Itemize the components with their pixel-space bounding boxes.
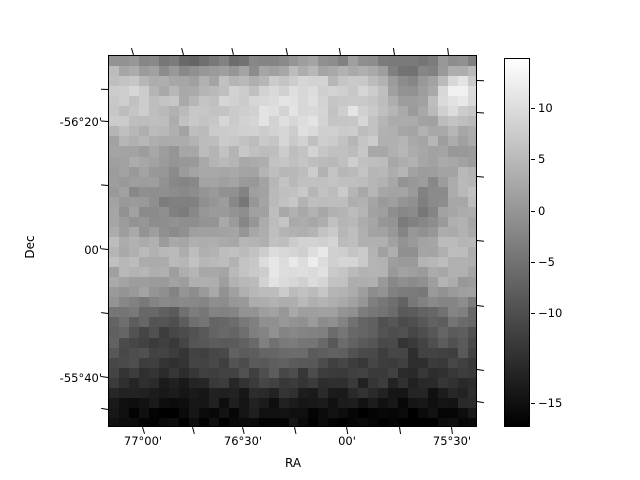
axis-tick [130,47,135,55]
x-axis-label: RA [284,456,302,470]
colorbar-tick [531,262,535,264]
axis-tick [476,240,484,242]
sky-image-axes[interactable] [108,55,477,427]
x-tick-label-1: 76°30' [223,434,263,448]
axis-tick [101,407,109,410]
colorbar-tick-label-5: −15 [538,396,563,410]
axis-tick [231,47,235,55]
axis-tick [476,80,484,82]
colorbar-tick [531,108,535,110]
axis-tick [141,427,146,435]
colorbar[interactable] [504,58,530,427]
axis-tick [181,47,185,55]
colorbar-tick-label-1: 5 [538,152,546,166]
x-tick-label-3: 75°30' [432,434,472,448]
x-tick-label-2: 00' [338,434,356,448]
colorbar-tick-label-3: −5 [538,255,555,269]
y-tick-label-1: 00' [84,243,102,257]
colorbar-tick [531,211,535,213]
axis-tick [392,47,396,55]
axis-tick [447,47,450,55]
axis-tick [101,184,109,186]
colorbar-tick-label-2: 0 [538,204,546,218]
colorbar-tick [531,403,535,405]
y-tick-label-2: -55°40' [59,371,102,385]
axis-tick [476,176,484,178]
axis-tick [476,369,484,372]
y-axis-label: Dec [23,235,37,259]
axis-tick [101,375,109,378]
axis-tick [101,120,109,122]
axis-tick [338,47,342,55]
x-tick-label-0: 77°00' [123,434,163,448]
axis-tick [293,427,297,435]
axis-tick [191,427,195,435]
colorbar-tick [531,313,535,315]
axis-tick [101,248,109,250]
axis-tick [398,427,402,435]
axis-tick [101,88,109,90]
colorbar-tick-label-4: −10 [538,306,563,320]
axis-tick [476,305,484,308]
axis-tick [285,47,289,55]
colorbar-tick [531,159,535,161]
axis-tick [476,112,484,114]
axis-tick [101,311,109,314]
axis-tick [476,401,484,404]
sky-image [109,56,476,426]
colorbar-tick-label-0: 10 [538,101,553,115]
y-tick-label-0: -56°20' [59,115,102,129]
